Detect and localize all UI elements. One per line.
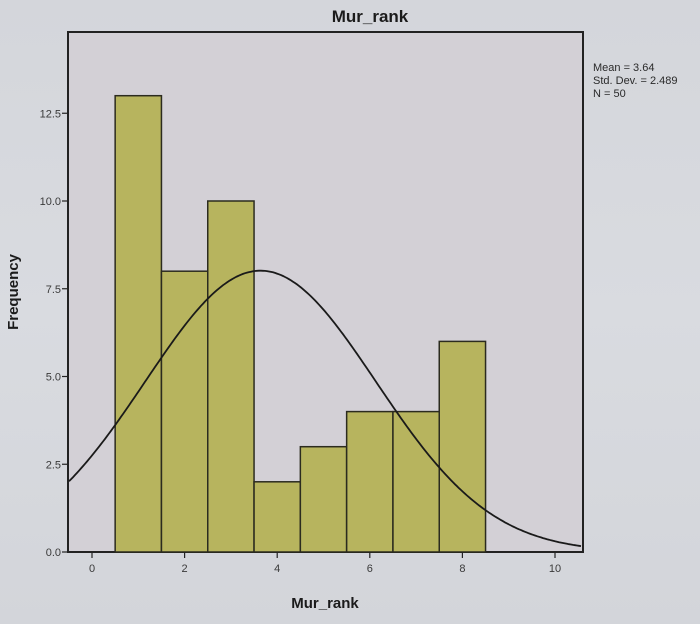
histogram-bar [207, 200, 255, 553]
histogram-bar [160, 270, 209, 553]
stats-n: N = 50 [593, 88, 626, 100]
histogram-bar [299, 445, 348, 553]
x-tick-label: 0 [89, 563, 95, 575]
histogram-bars [114, 94, 487, 553]
y-tick-label: 12.5 [40, 108, 61, 120]
histogram-bar [114, 94, 163, 553]
y-tick-label: 7.5 [46, 284, 61, 296]
x-tick-label: 6 [367, 563, 373, 575]
x-tick-label: 2 [182, 563, 188, 575]
y-axis-label: Frequency [5, 253, 22, 330]
x-axis-label: Mur_rank [291, 595, 359, 612]
histogram-bar [345, 410, 394, 553]
stats-mean: Mean = 3.64 [593, 62, 654, 74]
y-tick-label: 2.5 [46, 459, 61, 471]
y-tick-label: 10.0 [40, 196, 61, 208]
y-axis: 0.0 2.5 5.0 7.5 10.0 12.5 [40, 108, 68, 559]
y-tick-label: 5.0 [46, 372, 61, 384]
stats-box: Mean = 3.64 Std. Dev. = 2.489 N = 50 [593, 62, 678, 100]
x-tick-label: 4 [274, 563, 280, 575]
histogram-bar [392, 410, 441, 553]
normal-curve [68, 269, 582, 547]
stats-std-dev: Std. Dev. = 2.489 [593, 75, 678, 87]
x-axis: 0 2 4 6 8 10 [89, 552, 561, 575]
histogram-bar [253, 481, 302, 553]
histogram-bar [438, 340, 487, 553]
x-tick-label: 8 [459, 563, 465, 575]
y-tick-label: 0.0 [46, 547, 61, 559]
x-tick-label: 10 [549, 563, 561, 575]
chart-title: Mur_rank [332, 7, 409, 26]
